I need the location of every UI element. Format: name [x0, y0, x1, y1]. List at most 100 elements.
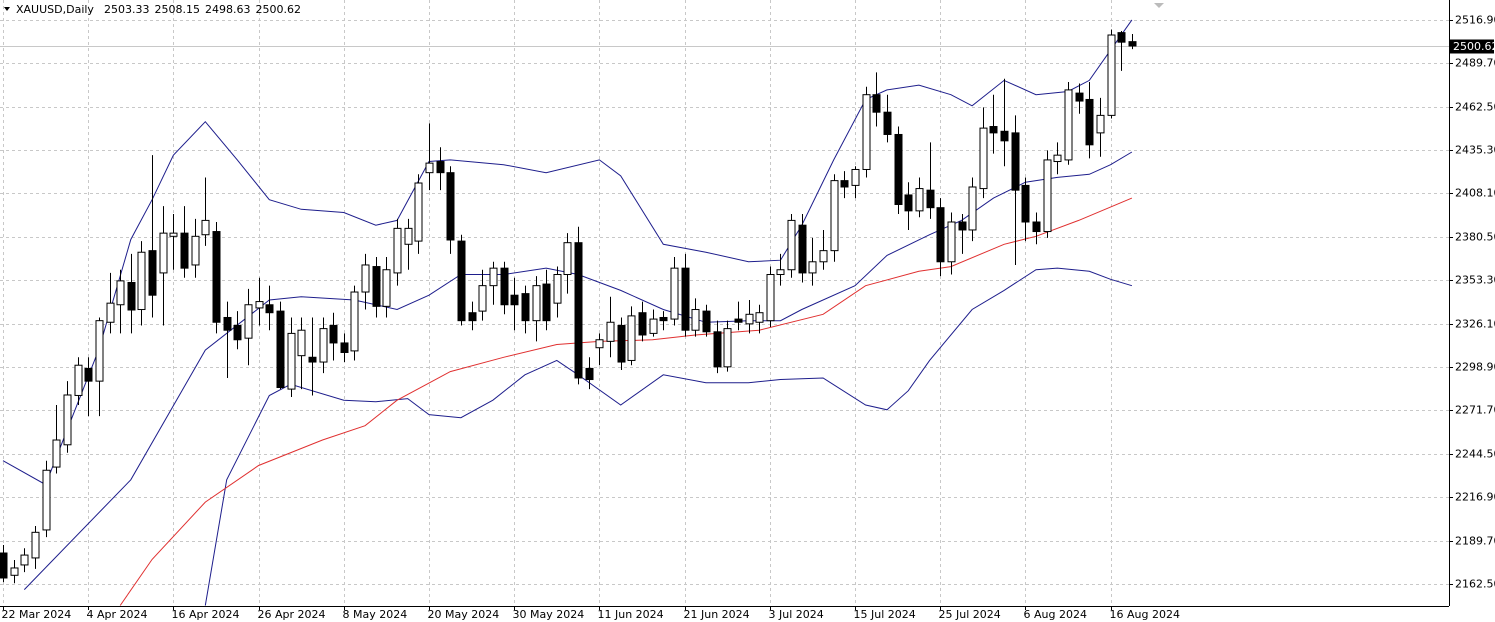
- candle-body: [1117, 32, 1126, 43]
- candle-body: [713, 331, 722, 368]
- x-tick-label: 26 Apr 2024: [258, 608, 326, 621]
- candle-body: [872, 94, 881, 113]
- y-tick-label: 2380.50: [1455, 231, 1495, 244]
- candle-body: [670, 267, 679, 320]
- candle-body: [617, 324, 626, 363]
- candle-body: [766, 274, 775, 322]
- candle-body: [649, 318, 658, 334]
- candle-body: [84, 367, 93, 382]
- candle-body: [926, 189, 935, 209]
- candle-body: [212, 231, 221, 323]
- x-tick-label: 30 May 2024: [513, 608, 585, 621]
- candle-body: [659, 316, 668, 322]
- candle-body: [436, 161, 445, 174]
- candle-body: [148, 250, 157, 296]
- header: XAUUSD,Daily 2503.33 2508.15 2498.63 2500.62: [16, 3, 301, 16]
- candle-body: [297, 329, 306, 357]
- x-tick-label: 16 Aug 2024: [1110, 608, 1180, 621]
- candle-body: [180, 232, 189, 269]
- indicator-line: [2, 19, 1133, 486]
- x-tick-label: 4 Apr 2024: [87, 608, 148, 621]
- candle-body: [329, 324, 338, 344]
- candle-body: [691, 309, 700, 331]
- candle-body: [287, 332, 296, 390]
- candle-body: [808, 261, 817, 274]
- candle-body: [350, 291, 359, 352]
- candle-body: [233, 324, 242, 341]
- candle-body: [52, 439, 61, 468]
- candle-body: [159, 232, 168, 274]
- candle-body: [798, 224, 807, 274]
- candle-body: [106, 302, 115, 323]
- y-tick-label: 2271.70: [1455, 404, 1495, 417]
- axes: 2516.90 2489.70 2462.50 2435.30 2408.10 2380.…: [2, 14, 1495, 622]
- candle-body: [1128, 41, 1137, 47]
- candle-body: [702, 310, 711, 333]
- candle-body: [958, 221, 967, 231]
- x-tick-label: 15 Jul 2024: [854, 608, 916, 621]
- candle-body: [489, 267, 498, 287]
- candle-body: [915, 188, 924, 212]
- candle-body: [372, 266, 381, 307]
- candle-body: [1011, 132, 1020, 191]
- candle-body: [137, 251, 146, 311]
- candle-body: [627, 315, 636, 361]
- candle-body: [10, 567, 19, 576]
- candle-body: [862, 94, 871, 170]
- indicator-line: [204, 267, 1133, 606]
- y-tick-label: 2216.90: [1455, 491, 1495, 504]
- candle-body: [1085, 98, 1094, 146]
- candle-body: [1032, 221, 1041, 233]
- candle-body: [255, 301, 264, 309]
- candle-body: [510, 294, 519, 306]
- candle-body: [265, 304, 274, 314]
- y-tick-label: 2516.90: [1455, 14, 1495, 27]
- candle-body: [63, 394, 72, 446]
- candle-body: [553, 274, 562, 304]
- candle-body: [989, 126, 998, 134]
- y-tick-label: 2408.10: [1455, 187, 1495, 200]
- candle-body: [979, 127, 988, 190]
- candle-body: [169, 232, 178, 237]
- candle-body: [734, 318, 743, 323]
- y-tick-label: 2353.30: [1455, 274, 1495, 287]
- candle-body: [947, 221, 956, 263]
- candle-body: [585, 367, 594, 381]
- candle-body: [500, 267, 509, 306]
- shift-marker: [1154, 3, 1164, 8]
- last-price-box: [1450, 39, 1494, 54]
- y-tick-label: 2326.10: [1455, 318, 1495, 331]
- candle-body: [968, 186, 977, 231]
- x-tick-label: 25 Jul 2024: [939, 608, 1001, 621]
- candle-body: [446, 172, 455, 241]
- candle-body: [755, 312, 764, 323]
- candle-body: [830, 180, 839, 252]
- y-tick-label: 2162.50: [1455, 578, 1495, 591]
- candle-body: [404, 227, 413, 245]
- symbol: XAUUSD,Daily: [16, 3, 94, 16]
- candle-body: [42, 469, 51, 531]
- candle-body: [116, 280, 125, 306]
- candle-body: [340, 342, 349, 353]
- candle-body: [382, 269, 391, 307]
- candle-body: [1064, 89, 1073, 161]
- candle-body: [319, 328, 328, 363]
- y-tick-label: 2298.90: [1455, 361, 1495, 374]
- y-tick-label: 2489.70: [1455, 57, 1495, 70]
- candle-body: [191, 235, 200, 266]
- candle-body: [936, 207, 945, 263]
- x-tick-label: 20 May 2024: [428, 608, 500, 621]
- candle-body: [595, 339, 604, 349]
- candle-body: [457, 240, 466, 322]
- candle-body: [308, 356, 317, 363]
- x-tick-label: 3 Jul 2024: [769, 608, 824, 621]
- candle-body: [95, 320, 104, 382]
- candle-body: [840, 180, 849, 188]
- candle-body: [1075, 92, 1084, 102]
- y-tick-label: 2462.50: [1455, 101, 1495, 114]
- candle-body: [681, 267, 690, 331]
- candle-body: [851, 168, 860, 186]
- header-value: 2503.33: [104, 3, 150, 16]
- candle-body: [1000, 130, 1009, 142]
- candle-body: [223, 316, 232, 331]
